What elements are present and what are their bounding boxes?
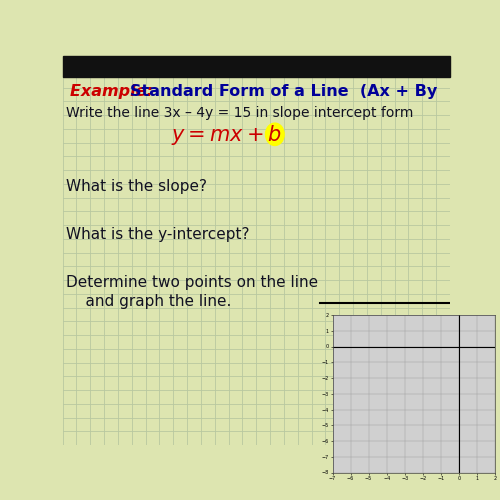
Text: What is the y-intercept?: What is the y-intercept? bbox=[66, 227, 250, 242]
Text: Standard Form of a Line  (Ax + By: Standard Form of a Line (Ax + By bbox=[130, 84, 438, 100]
Text: Example:: Example: bbox=[70, 84, 164, 100]
Text: $y = mx + b$: $y = mx + b$ bbox=[171, 123, 282, 147]
Text: Determine two points on the line: Determine two points on the line bbox=[66, 275, 318, 290]
Bar bbox=[62, 56, 450, 78]
Text: Write the line 3x – 4y = 15 in slope intercept form: Write the line 3x – 4y = 15 in slope int… bbox=[66, 106, 414, 120]
Text: What is the slope?: What is the slope? bbox=[66, 179, 208, 194]
Text: and graph the line.: and graph the line. bbox=[66, 294, 232, 310]
Ellipse shape bbox=[266, 123, 284, 146]
